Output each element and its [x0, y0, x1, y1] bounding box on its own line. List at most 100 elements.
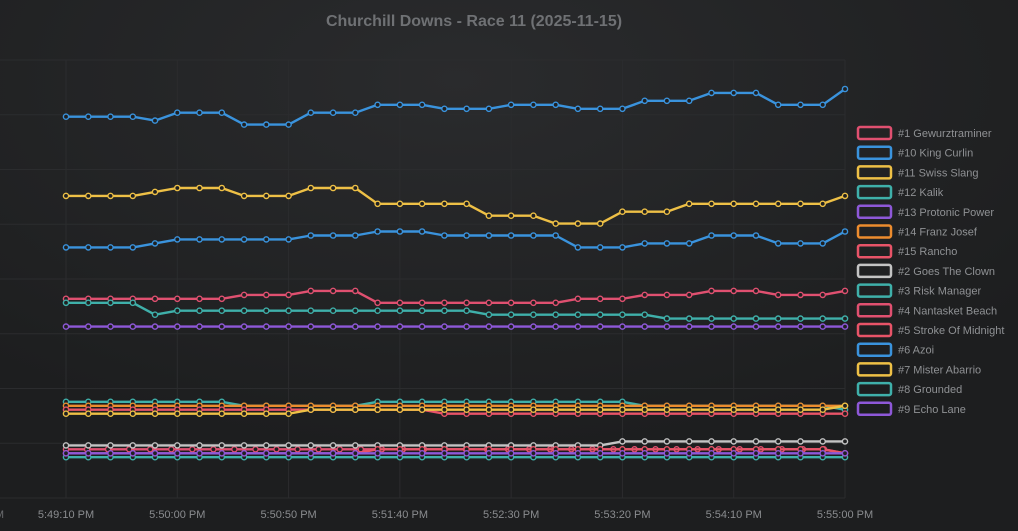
data-point	[463, 449, 470, 457]
data-point	[708, 200, 715, 208]
data-point	[329, 406, 337, 414]
data-point	[151, 240, 159, 247]
legend-label: #15 Rancho	[898, 246, 957, 258]
data-point	[329, 307, 337, 315]
data-point	[530, 323, 537, 330]
legend-swatch	[856, 381, 893, 397]
data-point	[173, 236, 181, 243]
data-point	[819, 438, 827, 445]
data-point	[641, 208, 649, 215]
data-point	[574, 105, 582, 113]
data-point	[62, 192, 70, 200]
data-point	[374, 323, 381, 330]
data-point	[307, 184, 315, 192]
data-point	[819, 200, 827, 208]
data-point	[85, 192, 92, 200]
data-point	[285, 442, 292, 449]
data-point	[730, 315, 738, 322]
data-point	[641, 97, 649, 105]
data-point	[107, 192, 114, 200]
data-point	[107, 323, 114, 330]
data-point	[507, 323, 515, 330]
data-point	[374, 228, 381, 235]
data-point	[552, 299, 560, 307]
data-point	[351, 323, 359, 330]
data-point	[730, 232, 738, 239]
data-point	[797, 101, 804, 109]
data-point	[62, 113, 70, 120]
data-point	[396, 200, 404, 208]
legend-swatch	[856, 224, 893, 239]
x-tick-label: 5:52:30 PM	[483, 509, 539, 521]
data-point	[841, 192, 849, 200]
data-point	[146, 445, 154, 453]
data-point	[285, 291, 292, 299]
data-point	[336, 445, 344, 453]
data-point	[418, 200, 426, 208]
data-point	[396, 299, 404, 307]
data-point	[218, 295, 226, 303]
data-point	[262, 323, 270, 330]
data-point	[62, 449, 70, 457]
data-point	[62, 442, 70, 449]
x-axis-ticks: 5:49:10 PM 5:50:00 PM 5:50:50 PM 5:51:40 PM…	[38, 509, 873, 521]
legend-label: #12 Kalik	[898, 187, 944, 199]
data-point	[663, 315, 671, 322]
data-point	[774, 323, 782, 330]
data-point	[262, 307, 270, 315]
data-point	[173, 410, 181, 418]
data-point	[708, 438, 715, 445]
series-line	[66, 186, 846, 225]
legend-label: #8 Grounded	[898, 384, 962, 396]
data-point	[62, 323, 70, 330]
data-point	[619, 406, 626, 414]
data-point	[663, 208, 671, 215]
data-point	[196, 236, 203, 243]
legend-label: #6 Azoi	[898, 345, 934, 357]
legend-swatch	[856, 342, 893, 357]
data-point	[374, 101, 381, 109]
data-point	[85, 299, 92, 307]
data-point	[619, 295, 626, 303]
series-line	[66, 289, 846, 304]
data-point	[285, 121, 292, 128]
data-point	[218, 323, 226, 330]
data-point	[307, 323, 315, 330]
data-point	[552, 232, 560, 239]
data-point	[196, 307, 203, 315]
data-point	[752, 200, 760, 208]
data-point	[530, 232, 537, 239]
data-point	[396, 449, 404, 457]
data-point	[752, 232, 760, 239]
data-point	[107, 449, 114, 457]
chart-title: Churchill Downs - Race 11 (2025-11-15)	[326, 13, 622, 30]
data-point	[507, 101, 515, 109]
data-point	[129, 299, 137, 307]
data-point	[240, 236, 248, 243]
legend-label: #4 Nantasket Beach	[898, 305, 997, 317]
data-point	[218, 307, 226, 315]
data-point	[797, 323, 804, 330]
data-point	[596, 449, 604, 457]
data-point	[62, 299, 70, 307]
data-point	[797, 449, 804, 457]
data-point	[374, 299, 381, 307]
data-point	[151, 410, 159, 418]
data-point	[240, 323, 248, 330]
data-point	[752, 287, 760, 295]
data-point	[62, 410, 70, 418]
x-tick-label: 5:55:00 PM	[817, 509, 873, 521]
data-point	[841, 323, 849, 330]
data-point	[596, 220, 604, 227]
x-tick-label: 5:51:40 PM	[372, 509, 428, 521]
series-1	[62, 85, 849, 128]
data-point	[663, 438, 671, 445]
data-point	[619, 208, 626, 215]
data-point	[730, 438, 738, 445]
data-point	[307, 287, 315, 295]
data-point	[797, 291, 804, 299]
data-point	[329, 184, 337, 192]
legend: #1 Gewurztraminer #10 King Curlin #11 Swis…	[856, 125, 1004, 417]
legend-label: #10 King Curlin	[898, 148, 973, 160]
data-point	[641, 240, 649, 247]
